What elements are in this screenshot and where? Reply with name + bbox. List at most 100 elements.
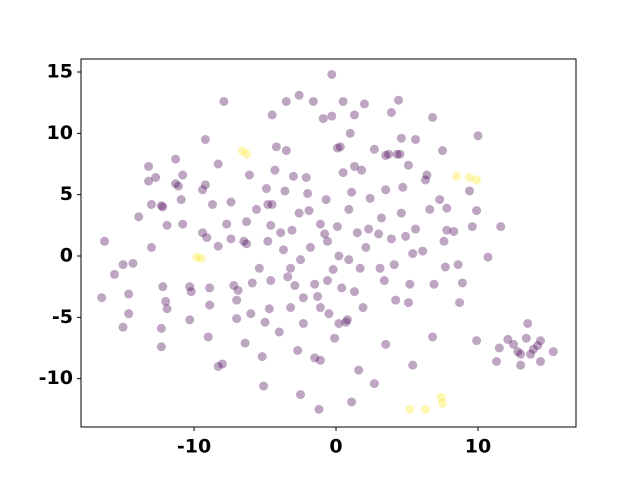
point: [266, 276, 276, 286]
point: [324, 309, 334, 319]
point: [203, 332, 213, 342]
point: [467, 222, 477, 232]
point: [186, 287, 196, 297]
point: [314, 404, 324, 414]
point: [436, 392, 446, 402]
point: [411, 224, 421, 234]
point: [196, 253, 206, 263]
point: [345, 128, 355, 138]
point: [161, 296, 171, 306]
point: [280, 186, 290, 196]
point: [337, 283, 347, 293]
point: [330, 333, 340, 343]
point: [355, 263, 365, 273]
point: [270, 165, 280, 175]
point: [513, 347, 523, 357]
point: [185, 282, 195, 292]
point: [365, 193, 375, 203]
point: [296, 255, 306, 265]
point: [503, 334, 513, 344]
point: [449, 226, 459, 236]
point: [192, 252, 202, 262]
point: [327, 69, 337, 79]
point: [247, 278, 257, 288]
point: [286, 263, 296, 273]
point: [526, 349, 536, 359]
point: [457, 278, 467, 288]
point: [332, 222, 342, 232]
point: [173, 181, 183, 191]
point: [310, 353, 320, 363]
point: [294, 90, 304, 100]
point: [315, 355, 325, 365]
point: [146, 199, 156, 209]
point: [364, 224, 374, 234]
point: [347, 187, 357, 197]
point: [381, 150, 391, 160]
point: [334, 318, 344, 328]
point: [428, 112, 438, 122]
point: [375, 263, 385, 273]
point: [418, 246, 428, 256]
point: [301, 172, 311, 182]
point: [158, 282, 168, 292]
point: [473, 131, 483, 141]
point: [440, 262, 450, 272]
plot-frame: [80, 58, 577, 428]
point: [452, 171, 462, 181]
y-tick-label: -5: [52, 306, 73, 328]
point: [442, 203, 452, 213]
point: [472, 206, 482, 216]
point: [361, 242, 371, 252]
point: [438, 146, 448, 156]
point: [151, 172, 161, 182]
point: [244, 170, 254, 180]
point: [110, 269, 120, 279]
point: [354, 365, 364, 375]
point: [516, 360, 526, 370]
point: [420, 404, 430, 414]
point: [118, 322, 128, 332]
point: [118, 260, 128, 270]
point: [271, 142, 281, 152]
point: [398, 182, 408, 192]
point: [533, 341, 543, 351]
point: [496, 222, 506, 232]
y-tick-label: 5: [60, 183, 73, 205]
point: [263, 199, 273, 209]
point: [376, 213, 386, 223]
point: [318, 114, 328, 124]
point: [536, 356, 546, 366]
point: [274, 327, 284, 337]
point: [408, 360, 418, 370]
point: [548, 347, 558, 357]
point: [303, 188, 313, 198]
point: [156, 342, 166, 352]
point: [198, 228, 208, 238]
point: [267, 199, 277, 209]
point: [205, 300, 215, 310]
point: [242, 239, 252, 249]
point: [259, 381, 269, 391]
point: [403, 160, 413, 170]
point: [298, 318, 308, 328]
point: [254, 263, 264, 273]
point: [420, 175, 430, 185]
point: [158, 202, 168, 212]
point: [178, 219, 188, 229]
point: [422, 170, 432, 180]
point: [523, 318, 533, 328]
point: [128, 258, 138, 268]
point: [392, 149, 402, 159]
point: [408, 249, 418, 259]
point: [305, 242, 315, 252]
point: [124, 289, 134, 299]
y-tick-label: 0: [60, 245, 73, 267]
point: [334, 251, 344, 261]
x-tick-label: 0: [329, 436, 342, 458]
point: [213, 361, 223, 371]
point: [358, 303, 368, 313]
point: [315, 219, 325, 229]
point: [536, 336, 546, 346]
point: [162, 220, 172, 230]
